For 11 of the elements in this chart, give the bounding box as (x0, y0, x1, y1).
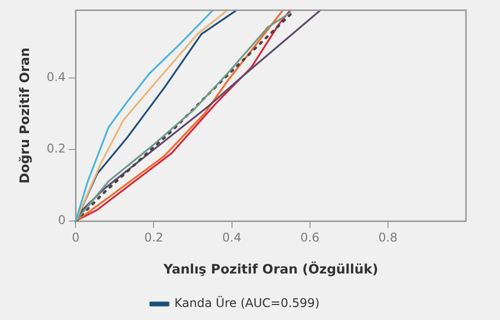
legend-label: Kanda Üre (AUC=0.599) (174, 296, 320, 310)
y-tick-label: 0.2 (46, 142, 66, 156)
y-tick-label: 0.4 (46, 70, 66, 84)
x-tick-label: 0.8 (378, 230, 398, 244)
x-tick-label: 0 (72, 230, 80, 244)
y-tick-label: 0 (58, 213, 66, 228)
y-axis-title: Doğru Pozitif Oran (18, 48, 34, 184)
x-tick-label: 0.6 (300, 230, 320, 244)
x-tick-label: 0.2 (144, 230, 164, 244)
x-axis-title: Yanlış Pozitif Oran (Özgüllük) (162, 260, 378, 278)
x-tick-label: 0.4 (222, 230, 242, 244)
